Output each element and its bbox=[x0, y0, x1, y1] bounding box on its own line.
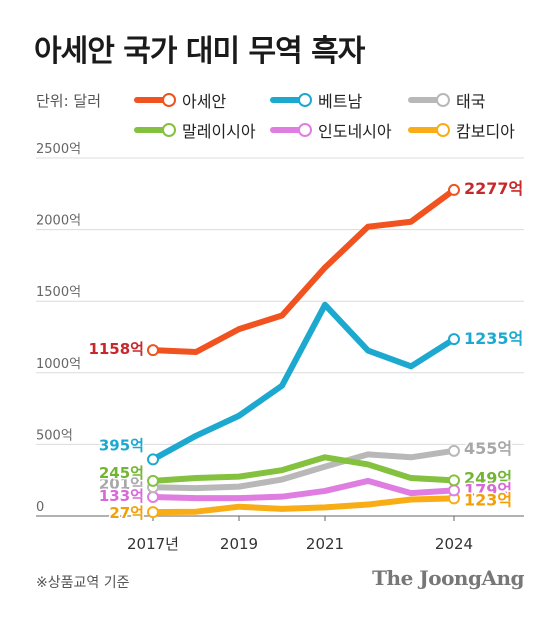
data-label-end: 1235억 bbox=[464, 329, 523, 348]
data-label-start: 133억 bbox=[99, 487, 144, 505]
x-tick-label: 2017년 bbox=[127, 535, 179, 553]
data-label-start: 245억 bbox=[99, 464, 144, 482]
data-point bbox=[147, 506, 159, 519]
legend-label: 아세안 bbox=[182, 92, 227, 111]
y-tick-label: 1500억 bbox=[36, 285, 81, 300]
legend-swatch bbox=[134, 123, 176, 137]
data-point bbox=[147, 453, 159, 466]
data-label-start: 1158억 bbox=[88, 340, 144, 358]
legend-item: 베트남 bbox=[270, 88, 362, 112]
data-point bbox=[147, 474, 159, 487]
y-tick-label: 1000억 bbox=[36, 357, 81, 372]
legend-item: 말레이시아 bbox=[134, 118, 256, 142]
legend-item: 인도네시아 bbox=[270, 118, 392, 142]
data-point bbox=[448, 484, 460, 497]
chart-title: 아세안 국가 대미 무역 흑자 bbox=[34, 34, 365, 69]
legend-swatch bbox=[134, 93, 176, 107]
data-point bbox=[448, 183, 460, 196]
series-line-인도네시아 bbox=[150, 477, 457, 502]
data-label-end: 179억 bbox=[464, 480, 512, 499]
data-label-end: 2277억 bbox=[464, 179, 523, 198]
legend-swatch bbox=[408, 123, 450, 137]
data-label-start: 395억 bbox=[99, 436, 144, 454]
x-tick-label: 2019 bbox=[220, 535, 258, 553]
series-line-베트남 bbox=[150, 301, 457, 463]
series-line-아세안 bbox=[150, 186, 457, 356]
footnote: ※상품교역 기준 bbox=[36, 575, 130, 591]
legend-swatch bbox=[408, 93, 450, 107]
series-line-캄보디아 bbox=[150, 495, 457, 516]
y-tick-label: 2000억 bbox=[36, 214, 81, 229]
legend-label: 캄보디아 bbox=[456, 122, 515, 141]
legend-label: 인도네시아 bbox=[318, 122, 392, 141]
x-tick-label: 2024 bbox=[435, 535, 473, 553]
y-tick-label: 500억 bbox=[36, 428, 73, 443]
legend-label: 베트남 bbox=[318, 92, 363, 111]
legend-label: 말레이시아 bbox=[182, 122, 256, 141]
x-tick-label: 2021 bbox=[306, 535, 344, 553]
data-label-end: 123억 bbox=[464, 490, 512, 509]
y-tick-label: 2500억 bbox=[36, 142, 81, 157]
y-tick-label: 0 bbox=[36, 500, 44, 515]
data-label-start: 27억 bbox=[109, 504, 144, 522]
series-line-태국 bbox=[150, 447, 457, 492]
data-label-start: 201억 bbox=[99, 475, 144, 493]
legend-swatch bbox=[270, 93, 312, 107]
legend-item: 아세안 bbox=[134, 88, 226, 112]
unit-label: 단위: 달러 bbox=[36, 92, 102, 110]
data-point bbox=[147, 490, 159, 503]
series-line-말레이시아 bbox=[150, 454, 457, 484]
legend-item: 캄보디아 bbox=[408, 118, 515, 142]
data-point bbox=[448, 474, 460, 487]
data-point bbox=[448, 333, 460, 346]
legend-label: 태국 bbox=[456, 92, 486, 111]
data-label-end: 455억 bbox=[464, 439, 512, 458]
brand-logo: The JoongAng bbox=[372, 566, 524, 590]
data-label-end: 249억 bbox=[464, 468, 512, 487]
legend-swatch bbox=[270, 123, 312, 137]
legend-item: 태국 bbox=[408, 88, 485, 112]
data-point bbox=[147, 344, 159, 357]
data-point bbox=[448, 444, 460, 457]
line-chart: 2500억 2000억 1500억 1000억 500억 0 2017년 2019 2021 20… bbox=[36, 142, 525, 553]
